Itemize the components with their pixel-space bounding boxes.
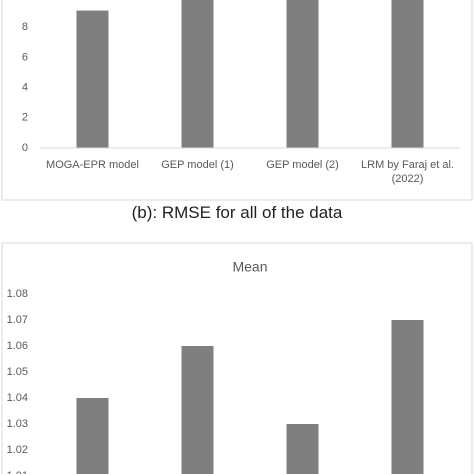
chart-frame xyxy=(1,242,473,474)
bar xyxy=(76,10,109,149)
bar xyxy=(286,0,319,148)
bar xyxy=(391,320,424,474)
x-tick-label: LRM by Faraj et al. (2022) xyxy=(361,159,454,185)
y-tick-label: 0 xyxy=(22,142,28,154)
y-tick-label: 1.04 xyxy=(7,392,28,404)
y-tick-label: 1.06 xyxy=(7,340,28,352)
bar xyxy=(181,0,214,148)
x-tick-label: GEP model (2) xyxy=(266,159,339,171)
y-tick-label: 1.01 xyxy=(7,470,28,474)
y-tick-label: 1.08 xyxy=(7,288,28,300)
y-tick-label: 4 xyxy=(22,81,28,93)
bar xyxy=(391,0,424,148)
y-tick-label: 1.02 xyxy=(7,444,28,456)
chart-frame xyxy=(1,0,473,201)
bar xyxy=(76,398,109,474)
y-tick-label: 1.05 xyxy=(7,366,28,378)
x-tick-label: MOGA-EPR model xyxy=(46,159,139,171)
chart-title: Mean xyxy=(232,259,267,275)
y-tick-label: 1.07 xyxy=(7,314,28,326)
x-tick-label: GEP model (1) xyxy=(161,159,234,171)
y-tick-label: 8 xyxy=(22,21,28,33)
caption: (b): RMSE for all of the data xyxy=(131,203,343,222)
bar xyxy=(286,424,319,474)
y-tick-label: 6 xyxy=(22,51,28,63)
y-tick-label: 1.03 xyxy=(7,418,28,430)
y-tick-label: 2 xyxy=(22,112,28,124)
bar xyxy=(181,346,214,474)
